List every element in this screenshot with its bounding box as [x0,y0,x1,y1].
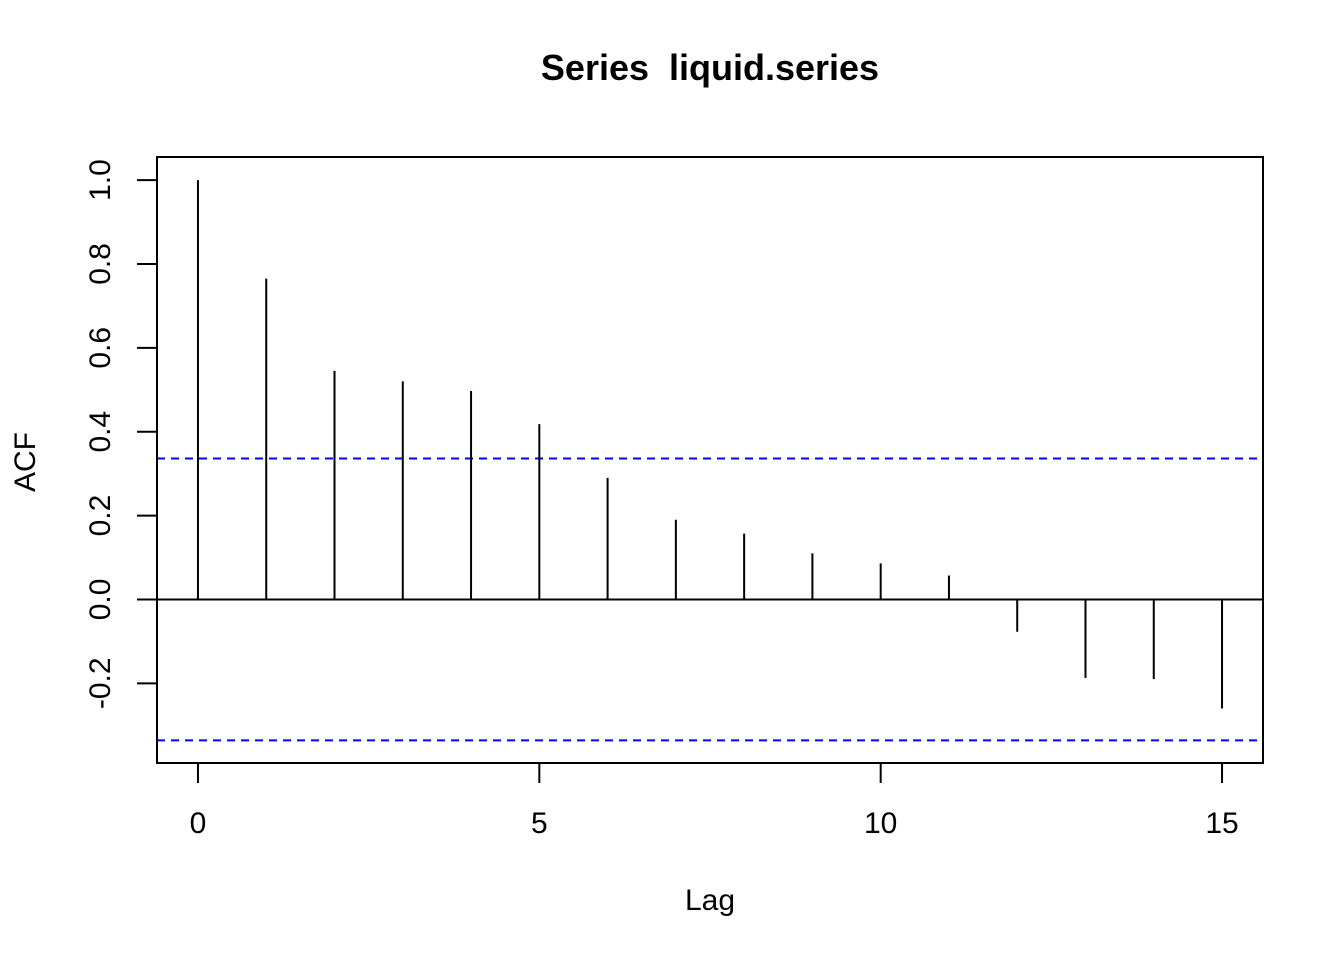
x-tick-label-0: 0 [190,807,207,840]
x-axis: 0 5 10 15 [190,762,1239,840]
confidence-bounds [157,457,1263,742]
plot-frame [156,156,1264,764]
y-axis: -0.2 0.0 0.2 0.4 0.6 0.8 1.0 [84,159,158,709]
y-tick-label-4: 0.6 [84,327,117,369]
x-tick-label-10: 10 [864,807,897,840]
y-tick-label-3: 0.4 [84,411,117,453]
x-tick-label-15: 15 [1205,807,1238,840]
y-tick-label-6: 1.0 [84,159,117,201]
acf-spikes [196,180,1224,709]
chart-title: Series liquid.series [541,47,879,88]
y-tick-label-2: 0.2 [84,495,117,537]
y-tick-label-0: -0.2 [84,657,117,709]
y-tick-label-5: 0.8 [84,243,117,285]
y-tick-label-1: 0.0 [84,579,117,621]
x-tick-label-5: 5 [531,807,548,840]
y-axis-label: ACF [9,432,42,492]
x-axis-label: Lag [685,884,735,917]
